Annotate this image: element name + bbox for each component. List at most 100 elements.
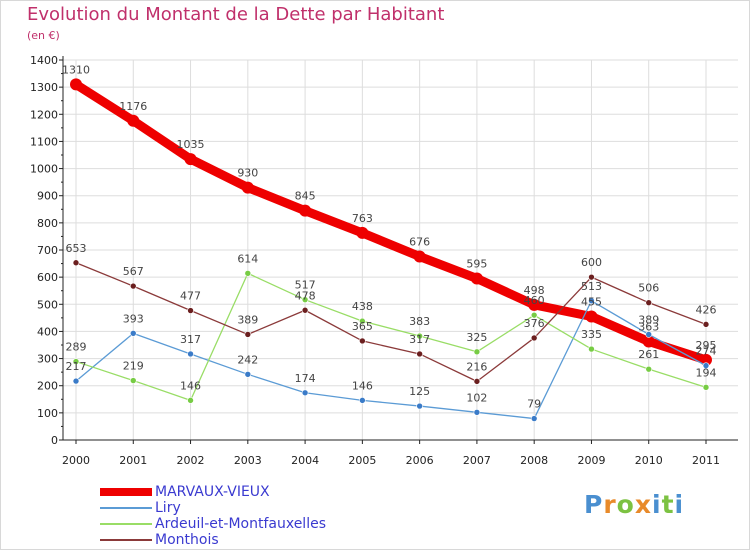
logo-letter: i [652,490,662,519]
data-label: 365 [352,320,373,333]
data-point [359,317,366,325]
data-point [187,397,194,404]
y-tick-label: 500 [37,298,58,311]
data-point [70,78,82,91]
legend-label: Ardeuil-et-Montfauxelles [155,516,326,532]
data-label: 217 [66,360,87,373]
data-point [645,331,653,338]
data-label: 317 [409,333,430,346]
data-point [416,350,423,358]
data-point [301,296,309,303]
data-label: 376 [524,317,545,330]
data-point [129,330,137,337]
x-tick-label: 2008 [520,454,548,467]
series-line [75,300,707,420]
x-tick-label: 2003 [234,454,262,467]
legend-swatch [100,523,152,525]
data-point [530,311,538,319]
y-tick-label: 0 [51,434,58,447]
data-label: 477 [180,290,201,303]
data-label: 363 [638,320,659,333]
x-tick-label: 2009 [577,454,605,467]
data-point [416,402,423,410]
y-tick-label: 800 [37,217,58,230]
legend-swatch [100,507,152,509]
data-point [187,350,194,358]
logo-letter: r [603,490,617,519]
data-label: 219 [123,360,144,373]
data-point [530,415,538,422]
data-point [702,362,710,369]
data-label: 455 [581,296,602,309]
data-point [588,345,595,353]
data-label: 274 [696,345,717,358]
data-point [530,334,538,342]
data-label: 438 [352,300,373,313]
data-point [642,335,655,348]
data-label: 125 [409,385,430,398]
x-tick-label: 2010 [635,454,663,467]
data-label: 325 [466,331,487,344]
legend-swatch [100,488,152,496]
y-tick-label: 1400 [30,54,58,67]
data-label: 478 [295,289,316,302]
proxiti-logo: Proxiti [584,490,684,519]
data-label: 389 [237,313,258,326]
data-label: 460 [524,294,545,307]
data-point [645,299,653,306]
chart-title: Evolution du Montant de la Dette par Hab… [27,4,445,25]
data-label: 930 [237,167,258,180]
data-label: 426 [696,303,717,316]
legend-label: MARVAUX-VIEUX [155,484,270,500]
data-point [588,297,595,305]
legend-label: Monthois [155,532,219,548]
legend-item: Monthois [100,532,326,548]
data-label: 146 [180,379,201,392]
data-point [473,409,481,416]
legend-item: Ardeuil-et-Montfauxelles [100,516,326,532]
x-tick-label: 2000 [62,454,90,467]
logo-letter: i [674,490,685,519]
data-point [588,273,595,281]
data-point [72,259,80,267]
y-tick-label: 300 [37,353,58,366]
data-label: 289 [66,341,87,354]
data-point [301,306,309,314]
data-label: 845 [295,190,316,203]
data-label: 600 [581,256,602,269]
data-label: 216 [466,360,487,373]
data-point [528,298,541,311]
data-point [700,353,712,366]
data-point [356,226,369,239]
x-tick-label: 2002 [177,454,205,467]
x-tick-label: 2006 [406,454,434,467]
data-point [72,358,80,365]
y-tick-label: 1100 [30,135,58,148]
data-point [129,282,137,290]
data-point [184,153,197,166]
y-tick-label: 700 [37,244,58,257]
data-label: 1310 [62,63,90,76]
data-label: 194 [696,366,717,379]
data-label: 317 [180,333,201,346]
data-label: 1176 [119,100,147,113]
data-point [127,114,140,127]
data-point [299,204,312,217]
data-point [702,384,710,391]
x-tick-label: 2004 [291,454,319,467]
data-label: 614 [237,252,258,265]
data-label: 146 [352,379,373,392]
data-point [413,250,426,263]
logo-letter: P [584,490,604,519]
data-point [359,397,366,404]
data-label: 498 [524,284,545,297]
data-label: 517 [295,279,316,292]
y-tick-label: 200 [37,380,58,393]
data-label: 1035 [177,138,205,151]
data-label: 393 [123,312,144,325]
data-point [129,377,137,384]
data-label: 567 [123,265,144,278]
series-line [71,79,711,365]
y-tick-label: 400 [37,325,58,338]
